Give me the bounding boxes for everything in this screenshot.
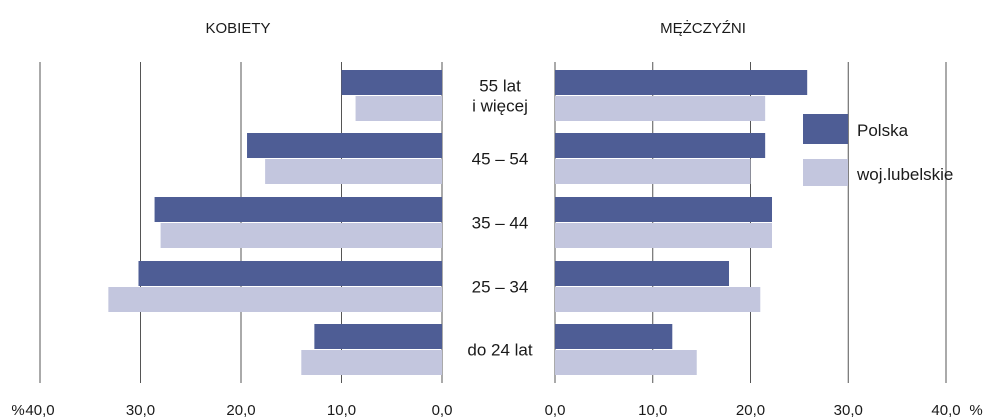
legend-swatch-woj-lubelskie (803, 159, 848, 186)
right-tick-label: 20,0 (736, 402, 765, 419)
category-label-35-44: 35 – 44 (472, 214, 529, 233)
left-bar-polska-35-44 (154, 197, 442, 222)
category-label-55-lat-i-wi-cej: 55 lat i więcej (472, 77, 528, 116)
right-tick-label: 0,0 (545, 402, 566, 419)
left-tick-label: 20,0 (226, 402, 255, 419)
left-bar-polska-55-lat-i-wi-cej (341, 70, 442, 95)
left-bar-woj-lubelskie-55-lat-i-wi-cej (355, 96, 442, 121)
left-bar-woj-lubelskie-25-34 (108, 287, 442, 312)
left-bar-woj-lubelskie-do-24-lat (301, 350, 442, 375)
panel-title-mezczyzni: MĘŻCZYŹNI (660, 19, 746, 37)
right-tick-label: 30,0 (834, 402, 863, 419)
left-panel-bars (108, 70, 443, 375)
legend-label-woj-lubelskie: woj.lubelskie (856, 165, 953, 184)
category-label-25-34: 25 – 34 (472, 278, 529, 297)
left-panel-tick-labels: 40,0 30,0 20,0 10,0 0,0 (25, 402, 452, 419)
right-bar-woj-lubelskie-55-lat-i-wi-cej (555, 96, 766, 121)
right-bar-polska-55-lat-i-wi-cej (555, 70, 808, 95)
right-bar-woj-lubelskie-25-34 (555, 287, 761, 312)
right-panel-bars (555, 70, 808, 375)
left-bar-woj-lubelskie-35-44 (160, 223, 442, 248)
right-axis-unit: % (969, 402, 982, 419)
left-bar-polska-do-24-lat (314, 324, 442, 349)
left-axis-unit: % (11, 402, 24, 419)
left-tick-label: 10,0 (327, 402, 356, 419)
category-labels: 55 lat i więcej 45 – 54 35 – 44 25 – 34 do 24… (467, 77, 532, 360)
right-bar-polska-45-54 (555, 133, 766, 158)
legend-swatch-polska (803, 114, 848, 144)
right-bar-woj-lubelskie-45-54 (555, 159, 751, 184)
panel-title-kobiety: KOBIETY (205, 20, 270, 37)
left-bar-woj-lubelskie-45-54 (265, 159, 442, 184)
right-tick-label: 40,0 (931, 402, 960, 419)
right-tick-label: 10,0 (638, 402, 667, 419)
left-tick-label: 30,0 (126, 402, 155, 419)
right-bar-woj-lubelskie-35-44 (555, 223, 773, 248)
left-bar-polska-45-54 (247, 133, 442, 158)
right-bar-polska-25-34 (555, 261, 729, 286)
left-bar-polska-25-34 (138, 261, 443, 286)
legend: Polska woj.lubelskie (803, 114, 953, 186)
right-bar-polska-do-24-lat (555, 324, 673, 349)
left-tick-label: 0,0 (432, 402, 453, 419)
category-label-do-24-lat: do 24 lat (467, 341, 532, 360)
right-panel-tick-labels: 0,0 10,0 20,0 30,0 40,0 (545, 402, 961, 419)
right-bar-woj-lubelskie-do-24-lat (555, 350, 697, 375)
category-label-45-54: 45 – 54 (472, 150, 529, 169)
legend-label-polska: Polska (857, 121, 909, 140)
left-tick-label: 40,0 (25, 402, 54, 419)
right-bar-polska-35-44 (555, 197, 773, 222)
